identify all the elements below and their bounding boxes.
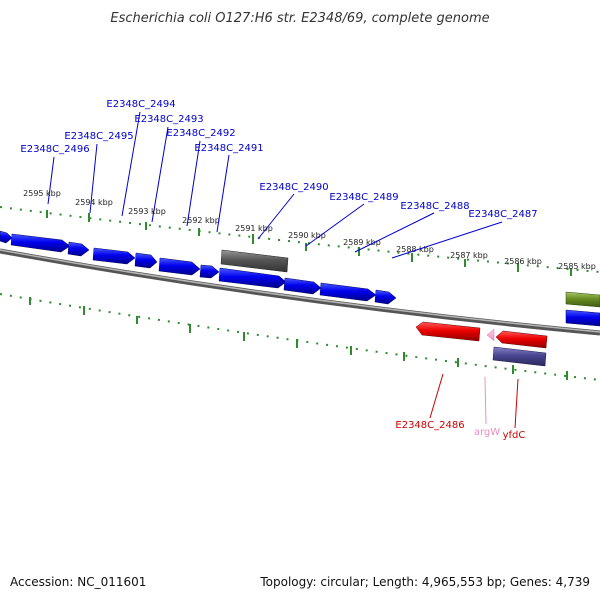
gene-label-yfdc[interactable]: yfdC <box>503 430 526 441</box>
tick-label: 2587 kbp <box>450 251 488 260</box>
gene-label-e2348c-2486[interactable]: E2348C_2486 <box>395 420 464 431</box>
gene-label-argw[interactable]: argW <box>474 427 500 438</box>
gene-label-e2348c-2495[interactable]: E2348C_2495 <box>64 131 133 142</box>
tick-label: 2595 kbp <box>23 189 61 198</box>
gene-arrow-forward[interactable] <box>319 282 377 302</box>
gene-arrow-forward[interactable] <box>0 230 13 244</box>
tick-labels: 2595 kbp 2594 kbp 2593 kbp 2592 kbp 2591… <box>23 189 596 271</box>
gene-arrow-forward[interactable] <box>10 233 71 253</box>
misc-feature-reverse[interactable] <box>492 346 547 367</box>
tick-label: 2593 kbp <box>128 207 166 216</box>
trna-arrow-reverse[interactable] <box>486 328 495 342</box>
outer-tick-track <box>0 206 600 276</box>
tick-label: 2592 kbp <box>182 216 220 225</box>
gene-arrow-reverse[interactable] <box>415 321 481 342</box>
tick-label: 2589 kbp <box>343 238 381 247</box>
gene-arrow-forward[interactable] <box>374 289 397 305</box>
inner-tick-line <box>0 293 600 381</box>
forward-genes-lower <box>218 267 397 305</box>
tick-label: 2591 kbp <box>235 224 273 233</box>
forward-genes-upper <box>0 230 90 257</box>
map-title: Escherichia coli O127:H6 str. E2348/69, … <box>110 11 489 26</box>
tick-label: 2585 kbp <box>558 262 596 271</box>
gene-label-e2348c-2489[interactable]: E2348C_2489 <box>329 192 398 203</box>
accession-text: Accession: NC_011601 <box>10 575 146 589</box>
gene-arrow-forward[interactable] <box>218 267 287 289</box>
genome-backbone <box>0 248 600 336</box>
gene-label-e2348c-2487[interactable]: E2348C_2487 <box>468 209 537 220</box>
gene-label-e2348c-2490[interactable]: E2348C_2490 <box>259 182 328 193</box>
forward-gene-labels: E2348C_2494 E2348C_2493 E2348C_2495 E234… <box>20 99 537 220</box>
genome-backbone-highlight <box>0 249 600 333</box>
gene-arrow-forward[interactable] <box>67 241 90 257</box>
tick-label: 2586 kbp <box>504 257 542 266</box>
reverse-label-leaders <box>429 373 519 429</box>
gene-arrow-forward[interactable] <box>565 309 600 327</box>
misc-feature-forward[interactable] <box>565 291 600 308</box>
tick-label: 2588 kbp <box>396 245 434 254</box>
gene-arrow-forward[interactable] <box>283 277 322 295</box>
gene-arrow-reverse[interactable] <box>495 330 548 349</box>
tick-label: 2590 kbp <box>288 231 326 240</box>
reverse-genes <box>415 321 548 367</box>
reverse-gene-labels: E2348C_2486 argW yfdC <box>395 420 525 441</box>
inner-tick-track <box>0 293 600 381</box>
gene-label-e2348c-2491[interactable]: E2348C_2491 <box>194 143 263 154</box>
gene-label-e2348c-2492[interactable]: E2348C_2492 <box>166 128 235 139</box>
inner-major-ticks <box>29 297 568 380</box>
forward-genes-middle <box>92 247 289 279</box>
gene-label-e2348c-2488[interactable]: E2348C_2488 <box>400 201 469 212</box>
tick-label: 2594 kbp <box>75 198 113 207</box>
pseudo-gene-block[interactable] <box>220 249 289 273</box>
gene-label-e2348c-2493[interactable]: E2348C_2493 <box>134 114 203 125</box>
gene-arrow-forward[interactable] <box>199 264 220 279</box>
gene-label-e2348c-2494[interactable]: E2348C_2494 <box>106 99 175 110</box>
gene-arrow-forward[interactable] <box>134 252 158 269</box>
forward-label-leaders <box>47 111 503 259</box>
major-ticks <box>46 210 572 276</box>
gene-arrow-forward[interactable] <box>92 247 136 265</box>
gene-arrow-forward[interactable] <box>158 257 201 276</box>
gene-label-e2348c-2496[interactable]: E2348C_2496 <box>20 144 89 155</box>
topology-summary: Topology: circular; Length: 4,965,553 bp… <box>259 575 590 589</box>
